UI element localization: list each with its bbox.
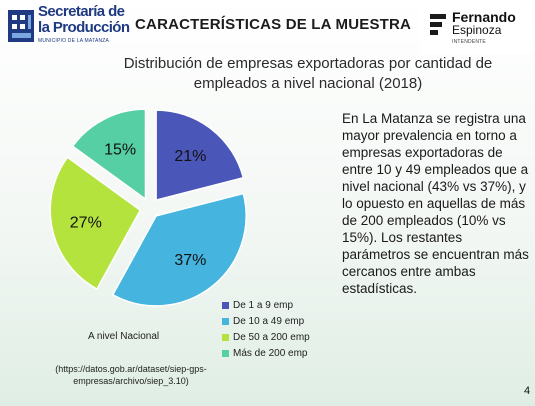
slice-10-49-emp-label: 37% <box>174 252 206 269</box>
legend-label: De 1 a 9 emp <box>233 299 294 311</box>
scope-label: A nivel Nacional <box>88 331 160 342</box>
source-citation: (https://datos.gob.ar/dataset/siep-gps-e… <box>55 364 207 386</box>
legend-swatch <box>222 317 229 325</box>
slice-50-200-emp <box>49 156 142 291</box>
pie-chart: 21% 37% 27% 15% <box>49 108 247 307</box>
legend-item: De 10 a 49 emp <box>222 314 310 328</box>
logo-name: Fernando <box>452 9 516 25</box>
slice-over-200-emp <box>71 108 147 201</box>
legend-label: De 10 a 49 emp <box>233 315 305 327</box>
legend-item: De 1 a 9 emp <box>222 298 310 312</box>
logo-line-1: Secretaría de <box>38 3 125 20</box>
page-number: 4 <box>524 385 531 397</box>
logo-stripe <box>430 14 446 19</box>
fernando-espinoza-logo: Fernando Espinoza INTENDENTE <box>420 2 534 54</box>
logo-line-2: la Producción <box>38 19 130 36</box>
page-title: CARACTERÍSTICAS DE LA MUESTRA <box>135 16 412 33</box>
description-text: En La Matanza se registra una mayor prev… <box>342 111 529 296</box>
legend-swatch <box>222 333 229 341</box>
slice-10-49-emp <box>111 192 247 307</box>
chart-legend: De 1 a 9 emp De 10 a 49 emp De 50 a 200 em… <box>222 298 310 362</box>
legend-item: Más de 200 emp <box>222 346 310 360</box>
legend-swatch <box>222 349 229 357</box>
city-building-icon <box>8 10 34 42</box>
slice-50-200-emp-label: 27% <box>70 214 102 231</box>
logo-stripe <box>430 22 442 27</box>
slice-over-200-emp-label: 15% <box>104 141 136 158</box>
slice-1-9-emp <box>155 109 245 202</box>
legend-item: De 50 a 200 emp <box>222 330 310 344</box>
logo-role: INTENDENTE <box>452 39 486 45</box>
legend-swatch <box>222 301 229 309</box>
legend-label: De 50 a 200 emp <box>233 331 310 343</box>
legend-label: Más de 200 emp <box>233 347 308 359</box>
slice-1-9-emp-label: 21% <box>174 148 206 165</box>
logo-stripe <box>430 30 438 35</box>
chart-title: Distribución de empresas exportadoras po… <box>123 55 493 92</box>
secretaria-produccion-logo: Secretaría de la Producción MUNICIPIO DE… <box>6 4 130 50</box>
logo-subtitle: MUNICIPIO DE LA MATANZA <box>38 38 110 44</box>
logo-surname: Espinoza <box>452 23 502 37</box>
